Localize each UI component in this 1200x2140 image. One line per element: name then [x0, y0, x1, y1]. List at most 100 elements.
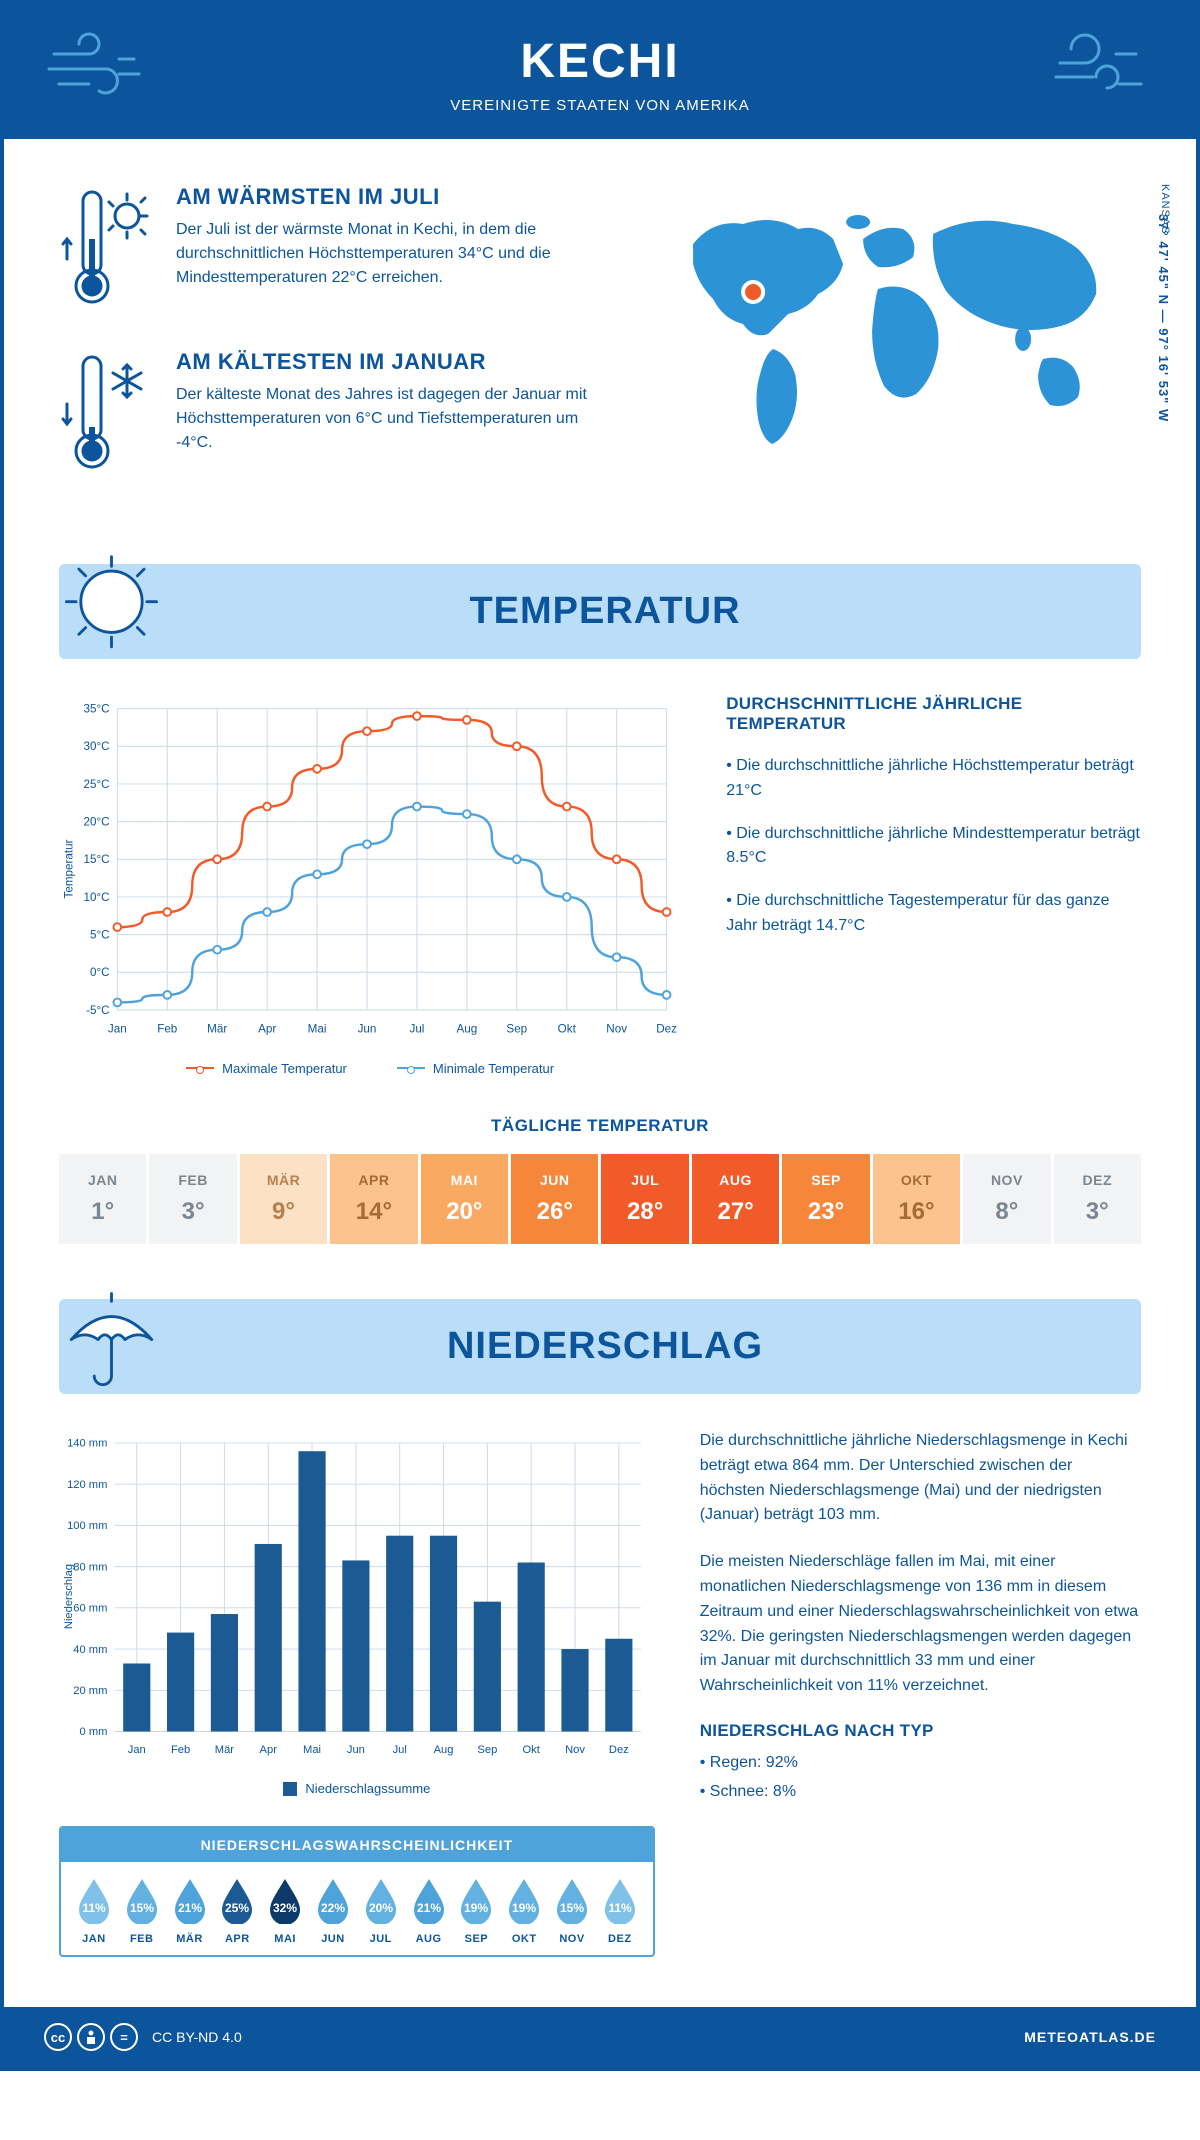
- license-text: CC BY-ND 4.0: [152, 2029, 242, 2045]
- wind-icon: [39, 29, 159, 109]
- location-marker: [743, 282, 763, 302]
- by-icon: [77, 2023, 105, 2051]
- daily-temp-cell: DEZ3°: [1054, 1154, 1141, 1244]
- svg-text:25°C: 25°C: [84, 778, 110, 791]
- coldest-block: AM KÄLTESTEN IM JANUAR Der kälteste Mona…: [59, 349, 605, 479]
- probability-cell: 20% JUL: [358, 1876, 404, 1945]
- svg-text:Mai: Mai: [308, 1022, 327, 1035]
- probability-cell: 15% NOV: [549, 1876, 595, 1945]
- probability-cell: 21% AUG: [406, 1876, 452, 1945]
- svg-text:15%: 15%: [560, 1901, 584, 1915]
- precipitation-left: 0 mm20 mm40 mm60 mm80 mm100 mm120 mm140 …: [59, 1429, 655, 1957]
- precipitation-section: 0 mm20 mm40 mm60 mm80 mm100 mm120 mm140 …: [59, 1429, 1141, 1957]
- warmest-title: AM WÄRMSTEN IM JULI: [176, 184, 605, 210]
- precip-p1: Die durchschnittliche jährliche Niedersc…: [700, 1429, 1141, 1528]
- svg-text:20%: 20%: [369, 1901, 393, 1915]
- footer-left: cc = CC BY-ND 4.0: [44, 2023, 242, 2051]
- raindrop-icon: 21%: [171, 1876, 209, 1924]
- daily-temp-cell: AUG27°: [692, 1154, 779, 1244]
- svg-text:Mär: Mär: [215, 1744, 234, 1756]
- svg-text:Dez: Dez: [609, 1744, 629, 1756]
- precipitation-banner: NIEDERSCHLAG: [59, 1299, 1141, 1394]
- svg-text:Feb: Feb: [171, 1744, 190, 1756]
- probability-cell: 19% SEP: [453, 1876, 499, 1945]
- svg-text:140 mm: 140 mm: [67, 1438, 107, 1450]
- header: KECHI VEREINIGTE STAATEN VON AMERIKA: [4, 4, 1196, 139]
- daily-temp-cell: JAN1°: [59, 1154, 146, 1244]
- infographic-page: KECHI VEREINIGTE STAATEN VON AMERIKA: [0, 0, 1200, 2071]
- temp-info-p2: • Die durchschnittliche jährliche Mindes…: [726, 822, 1141, 872]
- raindrop-icon: 22%: [314, 1876, 352, 1924]
- coldest-description: Der kälteste Monat des Jahres ist dagege…: [176, 383, 605, 455]
- svg-text:Nov: Nov: [565, 1744, 585, 1756]
- coordinates: 37° 47' 45" N — 97° 16' 53" W: [1156, 214, 1171, 422]
- coldest-title: AM KÄLTESTEN IM JANUAR: [176, 349, 605, 375]
- temperature-banner: TEMPERATUR: [59, 564, 1141, 659]
- probability-grid: 11% JAN 15% FEB 21% MÄR 25% APR 32% MAI: [61, 1862, 653, 1955]
- temp-info-p3: • Die durchschnittliche Tagestemperatur …: [726, 889, 1141, 939]
- temperature-info: DURCHSCHNITTLICHE JÄHRLICHE TEMPERATUR •…: [726, 694, 1141, 1076]
- temperature-title: TEMPERATUR: [169, 590, 1141, 633]
- svg-text:20°C: 20°C: [84, 815, 110, 828]
- umbrella-icon: [54, 1284, 169, 1399]
- daily-temp-cell: SEP23°: [782, 1154, 869, 1244]
- raindrop-icon: 20%: [362, 1876, 400, 1924]
- temperature-section: -5°C0°C5°C10°C15°C20°C25°C30°C35°CJanFeb…: [59, 694, 1141, 1076]
- svg-text:0 mm: 0 mm: [80, 1726, 108, 1738]
- svg-text:21%: 21%: [178, 1901, 202, 1915]
- temperature-chart-container: -5°C0°C5°C10°C15°C20°C25°C30°C35°CJanFeb…: [59, 694, 681, 1076]
- legend-precip: Niederschlagssumme: [283, 1781, 430, 1796]
- svg-text:Apr: Apr: [260, 1744, 278, 1756]
- precip-type1: • Regen: 92%: [700, 1751, 1141, 1776]
- probability-cell: 21% MÄR: [167, 1876, 213, 1945]
- svg-text:35°C: 35°C: [84, 702, 110, 715]
- thermometer-cold-icon: [59, 349, 154, 479]
- daily-temp-title: TÄGLICHE TEMPERATUR: [59, 1116, 1141, 1136]
- svg-text:100 mm: 100 mm: [67, 1520, 107, 1532]
- intro-left: AM WÄRMSTEN IM JULI Der Juli ist der wär…: [59, 184, 605, 514]
- wind-icon: [1041, 29, 1161, 109]
- svg-text:Okt: Okt: [558, 1022, 577, 1035]
- legend-max-label: Maximale Temperatur: [222, 1061, 347, 1076]
- temperature-legend: .legend-item:nth-child(1) .legend-line::…: [59, 1061, 681, 1076]
- svg-text:Mär: Mär: [207, 1022, 227, 1035]
- precip-p2: Die meisten Niederschläge fallen im Mai,…: [700, 1550, 1141, 1699]
- svg-text:60 mm: 60 mm: [73, 1603, 107, 1615]
- legend-precip-label: Niederschlagssumme: [305, 1781, 430, 1796]
- legend-min: .legend-item:nth-child(2) .legend-line::…: [397, 1061, 554, 1076]
- precipitation-bar-chart: 0 mm20 mm40 mm60 mm80 mm100 mm120 mm140 …: [59, 1429, 655, 1764]
- precipitation-title: NIEDERSCHLAG: [169, 1325, 1141, 1368]
- svg-text:Jul: Jul: [409, 1022, 424, 1035]
- daily-temp-cell: JUN26°: [511, 1154, 598, 1244]
- raindrop-icon: 15%: [123, 1876, 161, 1924]
- svg-text:15°C: 15°C: [84, 853, 110, 866]
- nd-icon: =: [110, 2023, 138, 2051]
- probability-cell: 25% APR: [214, 1876, 260, 1945]
- svg-text:Temperatur: Temperatur: [63, 839, 76, 898]
- svg-text:10°C: 10°C: [84, 891, 110, 904]
- temperature-line-chart: -5°C0°C5°C10°C15°C20°C25°C30°C35°CJanFeb…: [59, 694, 681, 1044]
- svg-text:21%: 21%: [417, 1901, 441, 1915]
- raindrop-icon: 19%: [457, 1876, 495, 1924]
- svg-text:11%: 11%: [608, 1901, 632, 1915]
- daily-temp-cell: MAI20°: [421, 1154, 508, 1244]
- thermometer-hot-icon: [59, 184, 154, 314]
- legend-min-label: Minimale Temperatur: [433, 1061, 554, 1076]
- city-title: KECHI: [24, 34, 1176, 89]
- precipitation-legend: Niederschlagssumme: [59, 1781, 655, 1796]
- cc-icons: cc =: [44, 2023, 138, 2051]
- country-subtitle: VEREINIGTE STAATEN VON AMERIKA: [24, 97, 1176, 114]
- coldest-text: AM KÄLTESTEN IM JANUAR Der kälteste Mona…: [176, 349, 605, 479]
- probability-cell: 22% JUN: [310, 1876, 356, 1945]
- svg-text:Jan: Jan: [128, 1744, 146, 1756]
- svg-text:32%: 32%: [273, 1901, 297, 1915]
- daily-temp-grid: JAN1°FEB3°MÄR9°APR14°MAI20°JUN26°JUL28°A…: [59, 1154, 1141, 1244]
- svg-text:Mai: Mai: [303, 1744, 321, 1756]
- svg-text:Feb: Feb: [157, 1022, 177, 1035]
- raindrop-icon: 25%: [218, 1876, 256, 1924]
- daily-temp-cell: NOV8°: [963, 1154, 1050, 1244]
- svg-text:0°C: 0°C: [90, 966, 110, 979]
- legend-max: .legend-item:nth-child(1) .legend-line::…: [186, 1061, 347, 1076]
- svg-text:Okt: Okt: [523, 1744, 541, 1756]
- raindrop-icon: 21%: [410, 1876, 448, 1924]
